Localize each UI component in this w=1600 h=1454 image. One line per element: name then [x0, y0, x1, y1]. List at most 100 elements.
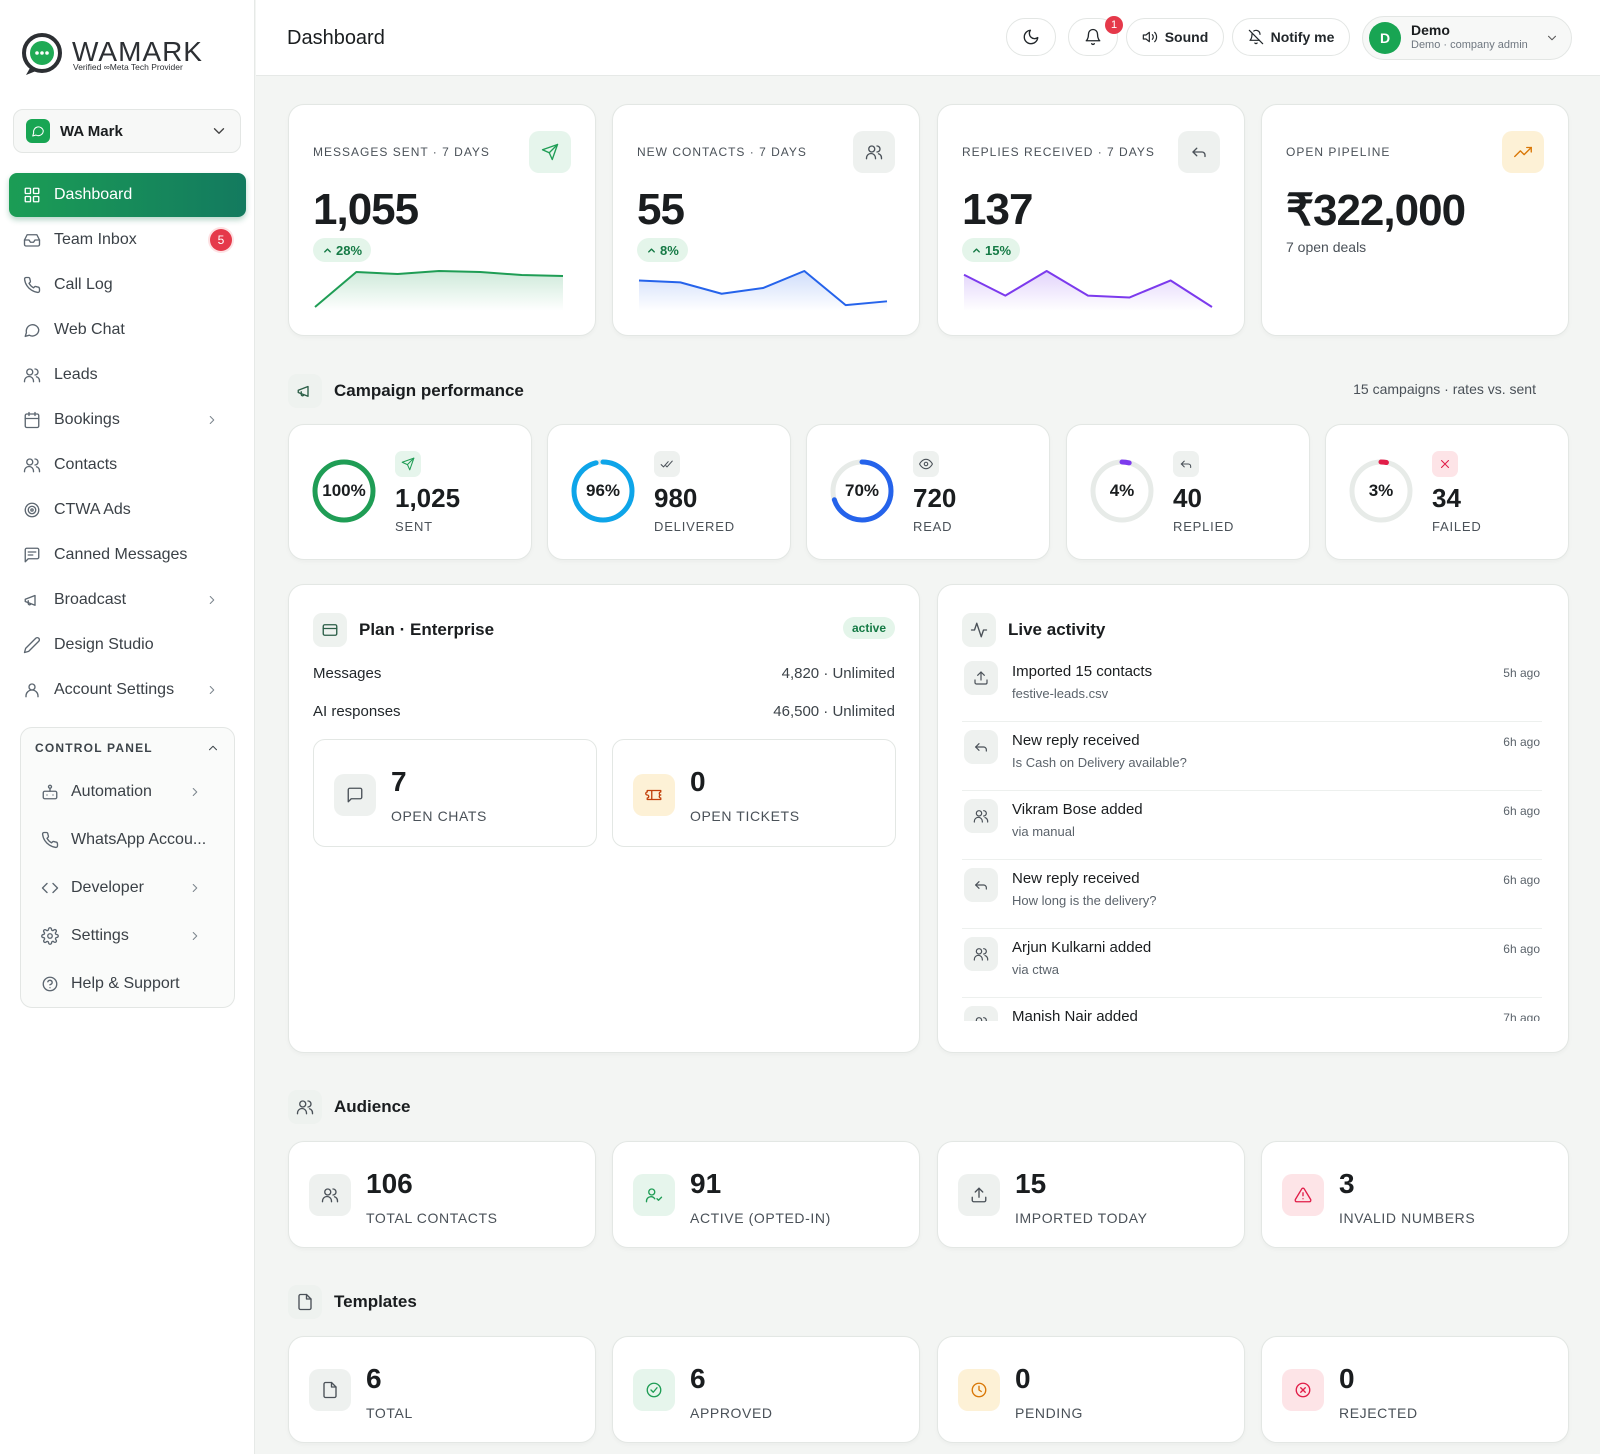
sidebar-item-design-studio[interactable]: Design Studio — [9, 623, 246, 667]
kpi-card: MESSAGES SENT · 7 DAYS 1,055 28% — [288, 104, 596, 336]
stat-label: IMPORTED TODAY — [1015, 1210, 1148, 1226]
activity-time: 6h ago — [1503, 804, 1540, 818]
audience-stat-card[interactable]: 106 TOTAL CONTACTS — [288, 1141, 596, 1248]
plan-card: Plan · Enterprise active Messages 4,820 … — [288, 584, 920, 1053]
kpi-subtext: 7 open deals — [1286, 239, 1367, 255]
open-tickets-label: OPEN TICKETS — [690, 808, 800, 824]
audience-stat-card[interactable]: 91 ACTIVE (OPTED-IN) — [612, 1141, 920, 1248]
kpi-value: 1,055 — [313, 185, 419, 234]
sidebar-item-broadcast[interactable]: Broadcast — [9, 578, 246, 622]
stat-value: 0 — [1339, 1363, 1355, 1394]
activity-title: New reply received — [1012, 870, 1140, 887]
kpi-value: 137 — [962, 185, 1033, 234]
sound-button[interactable]: Sound — [1126, 18, 1224, 56]
workspace-switcher[interactable]: WA Mark — [13, 109, 241, 153]
campaign-value: 40 — [1173, 483, 1202, 513]
x-circle-icon — [1295, 1382, 1311, 1398]
sidebar-item-label: Account Settings — [54, 681, 175, 698]
file-icon — [288, 1285, 322, 1319]
sidebar-item-account-settings[interactable]: Account Settings — [9, 668, 246, 712]
audience-stat-card[interactable]: 15 IMPORTED TODAY — [937, 1141, 1245, 1248]
activity-item[interactable]: Imported 15 contacts festive-leads.csv 5… — [962, 653, 1542, 722]
sidebar-item-canned-messages[interactable]: Canned Messages — [9, 533, 246, 577]
stat-icon-tile — [1282, 1369, 1324, 1411]
notifications-button[interactable]: 1 — [1068, 16, 1123, 56]
templates-stat-card[interactable]: 0 REJECTED — [1261, 1336, 1569, 1443]
control-panel-item-settings[interactable]: Settings — [21, 912, 234, 960]
campaign-label: DELIVERED — [654, 519, 735, 534]
open-chats-tile[interactable]: 7 OPEN CHATS — [313, 739, 597, 847]
phone-icon — [41, 831, 59, 849]
kpi-value: 55 — [637, 185, 685, 234]
sidebar-item-ctwa-ads[interactable]: CTWA Ads — [9, 488, 246, 532]
send-icon — [541, 143, 559, 161]
activity-title: Arjun Kulkarni added — [1012, 939, 1152, 956]
kpi-change-value: 8% — [660, 242, 679, 258]
templates-stat-card[interactable]: 0 PENDING — [937, 1336, 1245, 1443]
sidebar-item-call-log[interactable]: Call Log — [9, 263, 246, 307]
sidebar-item-team-inbox[interactable]: Team Inbox 5 — [9, 218, 246, 262]
brand-logo[interactable]: WAMARK Verified ∞Meta Tech Provider — [22, 32, 212, 78]
sound-label: Sound — [1164, 29, 1209, 45]
templates-stat-card[interactable]: 6 TOTAL — [288, 1336, 596, 1443]
sidebar-item-dashboard[interactable]: Dashboard — [9, 173, 246, 217]
campaign-label: READ — [913, 519, 953, 534]
open-tickets-tile[interactable]: 0 OPEN TICKETS — [612, 739, 896, 847]
activity-title: Live activity — [1008, 620, 1106, 639]
chevron-right-icon — [192, 883, 198, 893]
sidebar-item-label: Broadcast — [54, 591, 127, 608]
control-panel-item-whatsapp-accou-[interactable]: WhatsApp Accou... — [21, 816, 234, 864]
chevron-down-icon — [213, 128, 225, 134]
sparkline-line — [314, 270, 564, 308]
stat-label: TOTAL — [366, 1405, 413, 1421]
activity-time: 6h ago — [1503, 735, 1540, 749]
activity-icon-tile — [964, 799, 998, 833]
open-chats-label: OPEN CHATS — [391, 808, 487, 824]
campaign-percent: 70% — [844, 481, 880, 500]
control-panel-item-help-support[interactable]: Help & Support — [21, 960, 234, 1008]
kpi-change-value: 15% — [985, 242, 1012, 258]
campaign-metric-card: 3% 34 FAILED — [1325, 424, 1569, 560]
ticket-icon — [633, 774, 675, 816]
stat-icon-tile — [633, 1174, 675, 1216]
activity-item[interactable]: Arjun Kulkarni added via ctwa 6h ago — [962, 929, 1542, 998]
alert-triangle-icon — [1294, 1187, 1312, 1203]
user-menu[interactable]: D Demo Demo · company admin — [1362, 16, 1572, 60]
grid-icon — [24, 187, 40, 203]
stat-value: 106 — [366, 1168, 413, 1199]
sidebar-item-contacts[interactable]: Contacts — [9, 443, 246, 487]
control-panel-item-developer[interactable]: Developer — [21, 864, 234, 912]
reply-icon — [1192, 147, 1206, 158]
templates-stat-card[interactable]: 6 APPROVED — [612, 1336, 920, 1443]
control-panel-item-automation[interactable]: Automation — [21, 768, 234, 816]
sidebar-item-web-chat[interactable]: Web Chat — [9, 308, 246, 352]
activity-item[interactable]: New reply received Is Cash on Delivery a… — [962, 722, 1542, 791]
activity-title: New reply received — [1012, 732, 1140, 749]
kpi-value: ₹322,000 — [1286, 186, 1466, 235]
wamark-logo-icon: WAMARK Verified ∞Meta Tech Provider — [22, 33, 203, 75]
sparkline-area — [639, 271, 887, 311]
campaign-title: Campaign performance — [334, 381, 524, 400]
top-header: Dashboard 1 Sound Notify me D Demo Demo … — [256, 0, 1600, 76]
sidebar-item-label: Bookings — [54, 411, 120, 428]
check-circle-icon — [646, 1382, 662, 1398]
sidebar-item-leads[interactable]: Leads — [9, 353, 246, 397]
page-title: Dashboard — [287, 27, 385, 49]
stat-label: PENDING — [1015, 1405, 1083, 1421]
activity-item[interactable]: Vikram Bose added via manual 6h ago — [962, 791, 1542, 860]
sidebar-item-bookings[interactable]: Bookings — [9, 398, 246, 442]
audience-stat-card[interactable]: 3 INVALID NUMBERS — [1261, 1141, 1569, 1248]
activity-list[interactable]: Imported 15 contacts festive-leads.csv 5… — [962, 653, 1542, 1021]
activity-item[interactable]: New reply received How long is the deliv… — [962, 860, 1542, 929]
activity-item[interactable]: Manish Nair added 7h ago — [962, 998, 1542, 1021]
theme-toggle-button[interactable] — [1006, 18, 1056, 56]
kpi-change-badge: 15% — [962, 238, 1021, 262]
message-square-icon — [24, 547, 40, 563]
campaign-icon-tile — [1432, 451, 1458, 477]
svg-text:WAMARK: WAMARK — [72, 36, 203, 67]
activity-title: Vikram Bose added — [1012, 801, 1143, 818]
campaign-meta: 15 campaigns · rates vs. sent — [1353, 381, 1536, 397]
notify-me-button[interactable]: Notify me — [1232, 18, 1350, 56]
users-icon — [865, 145, 883, 160]
control-panel-header[interactable]: CONTROL PANEL — [21, 728, 234, 768]
